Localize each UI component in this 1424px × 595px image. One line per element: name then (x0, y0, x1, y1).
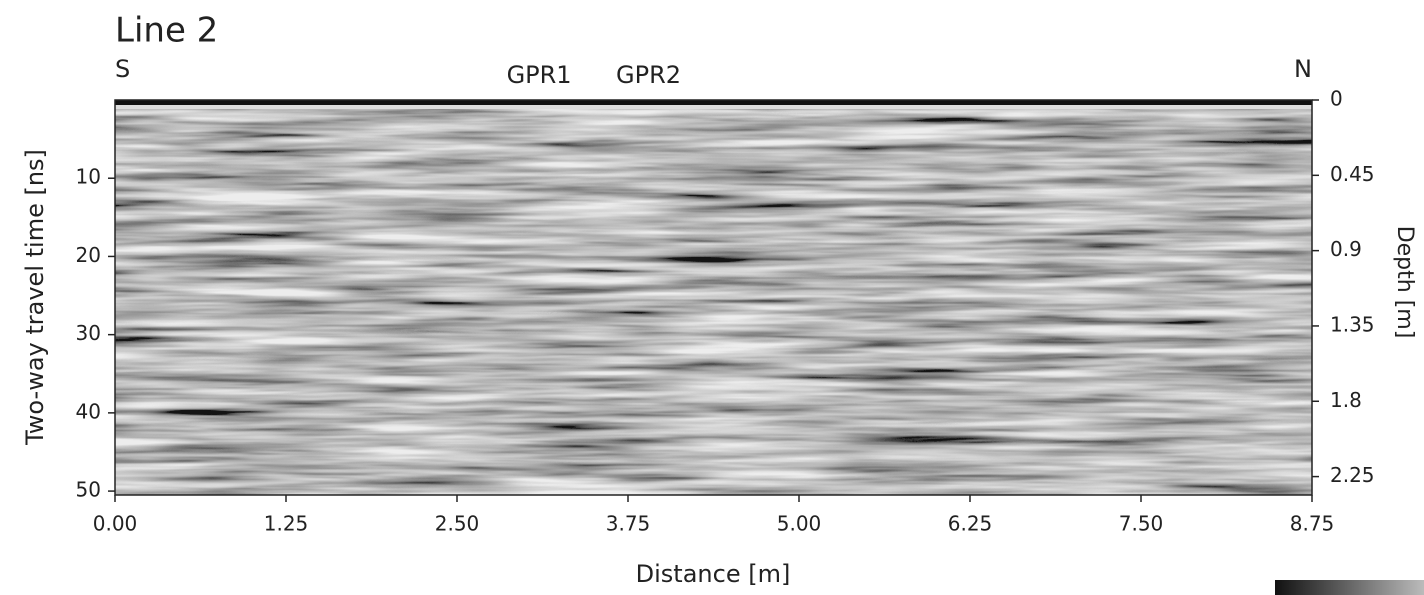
x-tick-label: 6.25 (948, 512, 993, 536)
plot-frame (114, 99, 1313, 496)
y-tick-label: 50 (76, 478, 101, 502)
annotation: N (1294, 55, 1312, 83)
x-tick-label: 7.50 (1119, 512, 1164, 536)
x-tick-label: 1.25 (264, 512, 309, 536)
y2-tick-label: 1.35 (1330, 312, 1375, 336)
chart-title: Line 2 (115, 11, 218, 51)
y-axis-label: Two-way travel time [ns] (21, 149, 49, 446)
annotation: S (115, 55, 130, 83)
y2-tick-label: 0 (1330, 87, 1343, 111)
annotation: GPR2 (616, 61, 681, 89)
x-tick-label: 5.00 (777, 512, 822, 536)
radargram-texture (115, 100, 1312, 495)
surface-reflection (115, 100, 1312, 105)
x-axis-label: Distance [m] (636, 560, 791, 588)
y-tick-label: 20 (76, 243, 101, 267)
annotation: GPR1 (507, 61, 572, 89)
x-tick-label: 3.75 (606, 512, 651, 536)
y-tick-label: 30 (76, 321, 101, 345)
y2-tick-label: 2.25 (1330, 463, 1375, 487)
y2-axis-label: Depth [m] (1392, 226, 1417, 339)
x-tick-label: 0.00 (93, 512, 138, 536)
x-tick-label: 8.75 (1290, 512, 1335, 536)
y2-tick-label: 1.8 (1330, 388, 1362, 412)
y-tick-label: 40 (76, 399, 101, 423)
x-tick-label: 2.50 (435, 512, 480, 536)
y2-tick-label: 0.45 (1330, 162, 1375, 186)
surface-reflection (115, 105, 1312, 109)
colorbar (1275, 580, 1424, 595)
y2-tick-label: 0.9 (1330, 237, 1362, 261)
y-tick-label: 10 (76, 165, 101, 189)
